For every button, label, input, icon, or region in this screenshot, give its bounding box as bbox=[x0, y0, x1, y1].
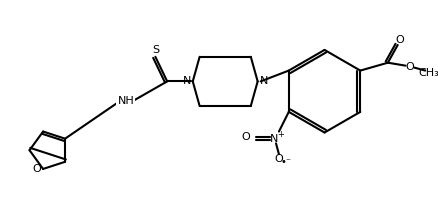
Text: S: S bbox=[152, 45, 159, 55]
Text: N: N bbox=[182, 76, 191, 86]
Text: O: O bbox=[32, 164, 41, 174]
Text: +: + bbox=[277, 130, 284, 139]
Text: N: N bbox=[259, 76, 268, 86]
Text: N: N bbox=[269, 134, 278, 144]
Text: CH₃: CH₃ bbox=[418, 68, 438, 78]
Text: O: O bbox=[274, 154, 283, 164]
Text: •⁻: •⁻ bbox=[280, 157, 291, 167]
Text: O: O bbox=[404, 62, 413, 72]
Text: NH: NH bbox=[117, 96, 134, 106]
Text: O: O bbox=[394, 35, 403, 45]
Text: O: O bbox=[241, 133, 250, 143]
